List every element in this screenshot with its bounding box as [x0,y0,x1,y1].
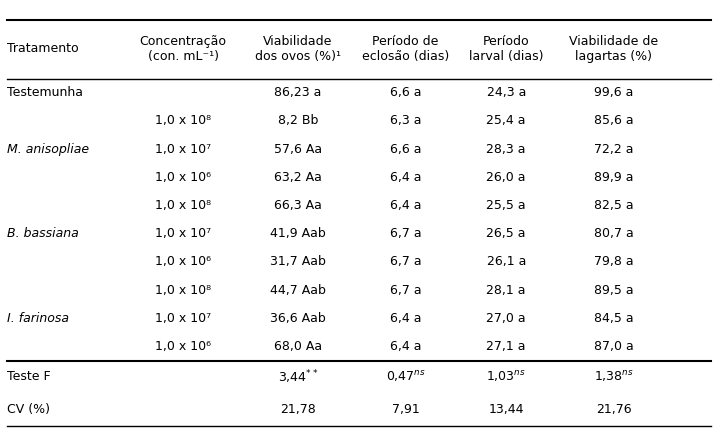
Text: 6,4 a: 6,4 a [390,312,421,325]
Text: 26,1 a: 26,1 a [487,255,526,268]
Text: Viabilidade
dos ovos (%)¹: Viabilidade dos ovos (%)¹ [255,35,341,63]
Text: CV (%): CV (%) [7,403,50,416]
Text: 1,0 x 10⁶: 1,0 x 10⁶ [155,340,211,353]
Text: 26,0 a: 26,0 a [486,171,526,184]
Text: 57,6 Aa: 57,6 Aa [274,142,322,156]
Text: 1,0 x 10⁸: 1,0 x 10⁸ [155,284,211,297]
Text: Período
larval (dias): Período larval (dias) [469,35,544,63]
Text: 6,4 a: 6,4 a [390,340,421,353]
Text: I. farinosa: I. farinosa [7,312,69,325]
Text: B. bassiana: B. bassiana [7,227,79,240]
Text: M. anisopliae: M. anisopliae [7,142,89,156]
Text: 7,91: 7,91 [392,403,419,416]
Text: 21,78: 21,78 [280,403,316,416]
Text: 1,38$^{ns}$: 1,38$^{ns}$ [594,369,634,385]
Text: Concentração
(con. mL⁻¹): Concentração (con. mL⁻¹) [139,35,227,63]
Text: 44,7 Aab: 44,7 Aab [270,284,326,297]
Text: Testemunha: Testemunha [7,86,83,99]
Text: 99,6 a: 99,6 a [595,86,633,99]
Text: 21,76: 21,76 [596,403,632,416]
Text: 82,5 a: 82,5 a [594,199,634,212]
Text: 24,3 a: 24,3 a [487,86,526,99]
Text: 0,47$^{ns}$: 0,47$^{ns}$ [386,369,426,385]
Text: 25,4 a: 25,4 a [486,114,526,128]
Text: 63,2 Aa: 63,2 Aa [274,171,322,184]
Text: 66,3 Aa: 66,3 Aa [274,199,322,212]
Text: 1,0 x 10⁶: 1,0 x 10⁶ [155,171,211,184]
Text: 1,0 x 10⁷: 1,0 x 10⁷ [155,312,211,325]
Text: 6,4 a: 6,4 a [390,199,421,212]
Text: 6,7 a: 6,7 a [390,227,421,240]
Text: Viabilidade de
lagartas (%): Viabilidade de lagartas (%) [569,35,658,63]
Text: 25,5 a: 25,5 a [486,199,526,212]
Text: 79,8 a: 79,8 a [594,255,634,268]
Text: 68,0 Aa: 68,0 Aa [274,340,322,353]
Text: 1,0 x 10⁶: 1,0 x 10⁶ [155,255,211,268]
Text: 6,7 a: 6,7 a [390,284,421,297]
Text: 85,6 a: 85,6 a [594,114,634,128]
Text: Período de
eclosão (dias): Período de eclosão (dias) [362,35,449,63]
Text: 36,6 Aab: 36,6 Aab [270,312,326,325]
Text: 26,5 a: 26,5 a [486,227,526,240]
Text: 8,2 Bb: 8,2 Bb [278,114,318,128]
Text: 1,0 x 10⁷: 1,0 x 10⁷ [155,227,211,240]
Text: 13,44: 13,44 [488,403,524,416]
Text: 72,2 a: 72,2 a [594,142,634,156]
Text: 6,4 a: 6,4 a [390,171,421,184]
Text: 41,9 Aab: 41,9 Aab [270,227,326,240]
Text: 87,0 a: 87,0 a [594,340,634,353]
Text: 89,9 a: 89,9 a [594,171,634,184]
Text: 27,1 a: 27,1 a [486,340,526,353]
Text: 6,3 a: 6,3 a [390,114,421,128]
Text: Teste F: Teste F [7,371,51,383]
Text: 1,0 x 10⁷: 1,0 x 10⁷ [155,142,211,156]
Text: 28,3 a: 28,3 a [486,142,526,156]
Text: 86,23 a: 86,23 a [274,86,322,99]
Text: 28,1 a: 28,1 a [486,284,526,297]
Text: 6,6 a: 6,6 a [390,86,421,99]
Text: 84,5 a: 84,5 a [594,312,634,325]
Text: 31,7 Aab: 31,7 Aab [270,255,326,268]
Text: 89,5 a: 89,5 a [594,284,634,297]
Text: 6,6 a: 6,6 a [390,142,421,156]
Text: 27,0 a: 27,0 a [486,312,526,325]
Text: 1,0 x 10⁸: 1,0 x 10⁸ [155,114,211,128]
Text: 1,0 x 10⁸: 1,0 x 10⁸ [155,199,211,212]
Text: 6,7 a: 6,7 a [390,255,421,268]
Text: 1,03$^{ns}$: 1,03$^{ns}$ [486,369,526,385]
Text: 3,44$^{**}$: 3,44$^{**}$ [278,368,318,386]
Text: Tratamento: Tratamento [7,42,79,55]
Text: 80,7 a: 80,7 a [594,227,634,240]
